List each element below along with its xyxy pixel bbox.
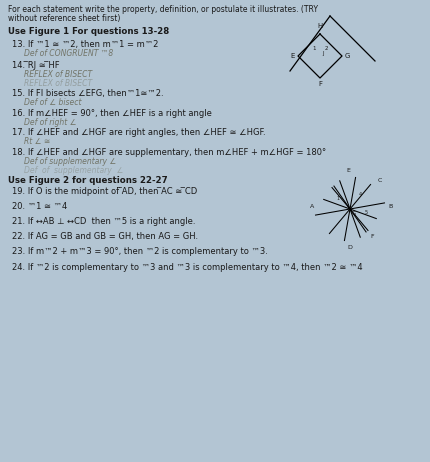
Text: G: G	[345, 53, 350, 59]
Text: 16. If m∠HEF = 90°, then ∠HEF is a right angle: 16. If m∠HEF = 90°, then ∠HEF is a right…	[12, 109, 212, 118]
Text: 15. If FI bisects ∠EFG, then™1≅™2.: 15. If FI bisects ∠EFG, then™1≅™2.	[12, 89, 164, 98]
Text: B: B	[388, 205, 392, 209]
Text: Use Figure 1 For questions 13-28: Use Figure 1 For questions 13-28	[8, 27, 169, 36]
Text: Use Figure 2 for questions 22-27: Use Figure 2 for questions 22-27	[8, 176, 168, 185]
Text: E: E	[291, 53, 295, 59]
Text: D: D	[347, 245, 353, 250]
Text: 19. If O is the midpoint of ̅AD, then ̅AC ≅ ̅CD: 19. If O is the midpoint of ̅AD, then ̅A…	[12, 187, 197, 196]
Text: REFLEX of BISECT: REFLEX of BISECT	[24, 79, 92, 88]
Text: 1: 1	[312, 45, 316, 50]
Text: 24. If ™2 is complementary to ™3 and ™3 is complementary to ™4, then ™2 ≅ ™4: 24. If ™2 is complementary to ™3 and ™3 …	[12, 263, 362, 272]
Text: Def of supplementary ∠: Def of supplementary ∠	[24, 157, 116, 166]
Text: 13. If ™1 ≅ ™2, then m™1 = m™2: 13. If ™1 ≅ ™2, then m™1 = m™2	[12, 40, 158, 49]
Text: Def of CONGRUENT ™8: Def of CONGRUENT ™8	[24, 49, 113, 58]
Text: G: G	[352, 211, 356, 216]
Text: For each statement write the property, definition, or postulate it illustrates. : For each statement write the property, d…	[8, 5, 318, 14]
Text: Def  of  supplementary  ∠: Def of supplementary ∠	[24, 166, 123, 175]
Text: REFLEX of BISECT: REFLEX of BISECT	[24, 70, 92, 79]
Text: 20. ™1 ≅ ™4: 20. ™1 ≅ ™4	[12, 202, 67, 211]
Text: Def of ∠ bisect: Def of ∠ bisect	[24, 98, 82, 107]
Text: 5: 5	[365, 209, 368, 214]
Text: Def of right ∠: Def of right ∠	[24, 118, 77, 127]
Text: 1: 1	[336, 196, 340, 201]
Text: 21. If ↔AB ⊥ ↔CD  then ™5 is a right angle.: 21. If ↔AB ⊥ ↔CD then ™5 is a right angl…	[12, 217, 196, 226]
Text: F: F	[318, 81, 322, 87]
Text: 4: 4	[359, 193, 362, 197]
Text: 23. If m™2 + m™3 = 90°, then ™2 is complementary to ™3.: 23. If m™2 + m™3 = 90°, then ™2 is compl…	[12, 247, 268, 256]
Text: without reference sheet first): without reference sheet first)	[8, 14, 120, 23]
Text: J: J	[322, 50, 324, 55]
Text: Rt ∠ ≅: Rt ∠ ≅	[24, 137, 50, 146]
Text: 14. ̅RJ ≅ ̅HF: 14. ̅RJ ≅ ̅HF	[12, 61, 60, 70]
Text: C: C	[378, 178, 382, 183]
Text: 18. If ∠HEF and ∠HGF are supplementary, then m∠HEF + m∠HGF = 180°: 18. If ∠HEF and ∠HGF are supplementary, …	[12, 148, 326, 157]
Text: F: F	[370, 234, 374, 239]
Text: E: E	[346, 168, 350, 173]
Text: A: A	[310, 205, 314, 209]
Text: 17. If ∠HEF and ∠HGF are right angles, then ∠HEF ≅ ∠HGF.: 17. If ∠HEF and ∠HGF are right angles, t…	[12, 128, 266, 137]
Text: 2: 2	[324, 45, 328, 50]
Text: 22. If AG = GB and GB = GH, then AG = GH.: 22. If AG = GB and GB = GH, then AG = GH…	[12, 232, 198, 241]
Text: H: H	[317, 23, 322, 29]
